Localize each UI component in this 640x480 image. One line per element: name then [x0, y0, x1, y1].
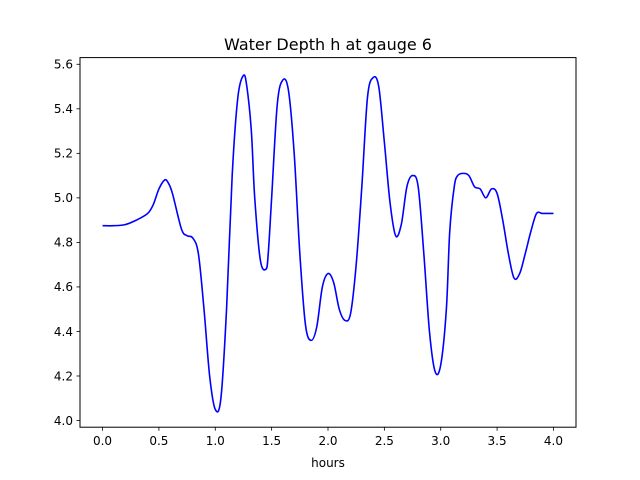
y-tick-label: 4.4 [54, 325, 73, 339]
y-tick-label: 4.2 [54, 369, 73, 383]
series-layer [102, 74, 554, 413]
x-tick-label: 1.5 [262, 434, 281, 448]
series-line-0 [102, 74, 554, 413]
y-tick-label: 4.6 [54, 280, 73, 294]
y-tick-label: 5.4 [54, 102, 73, 116]
y-tick-label: 4.0 [54, 414, 73, 428]
y-tick-label: 4.8 [54, 236, 73, 250]
x-tick-label: 2.5 [375, 434, 394, 448]
x-tick-label: 0.5 [149, 434, 168, 448]
y-tick-label: 5.2 [54, 147, 73, 161]
y-axis: 4.0 4.2 4.4 4.6 4.8 5.0 5.2 5.4 5.6 [54, 58, 80, 428]
y-tick-label: 5.6 [54, 58, 73, 72]
chart-title: Water Depth h at gauge 6 [224, 35, 432, 54]
x-tick-label: 0.0 [93, 434, 112, 448]
x-axis-label: hours [311, 456, 345, 470]
x-tick-label: 2.0 [318, 434, 337, 448]
x-tick-label: 1.0 [206, 434, 225, 448]
plot-area-frame [79, 57, 577, 428]
x-axis: 0.0 0.5 1.0 1.5 2.0 2.5 3.0 3.5 4.0 [93, 427, 563, 448]
x-tick-label: 3.0 [431, 434, 450, 448]
y-tick-label: 5.0 [54, 191, 73, 205]
x-tick-label: 4.0 [544, 434, 563, 448]
x-tick-label: 3.5 [488, 434, 507, 448]
